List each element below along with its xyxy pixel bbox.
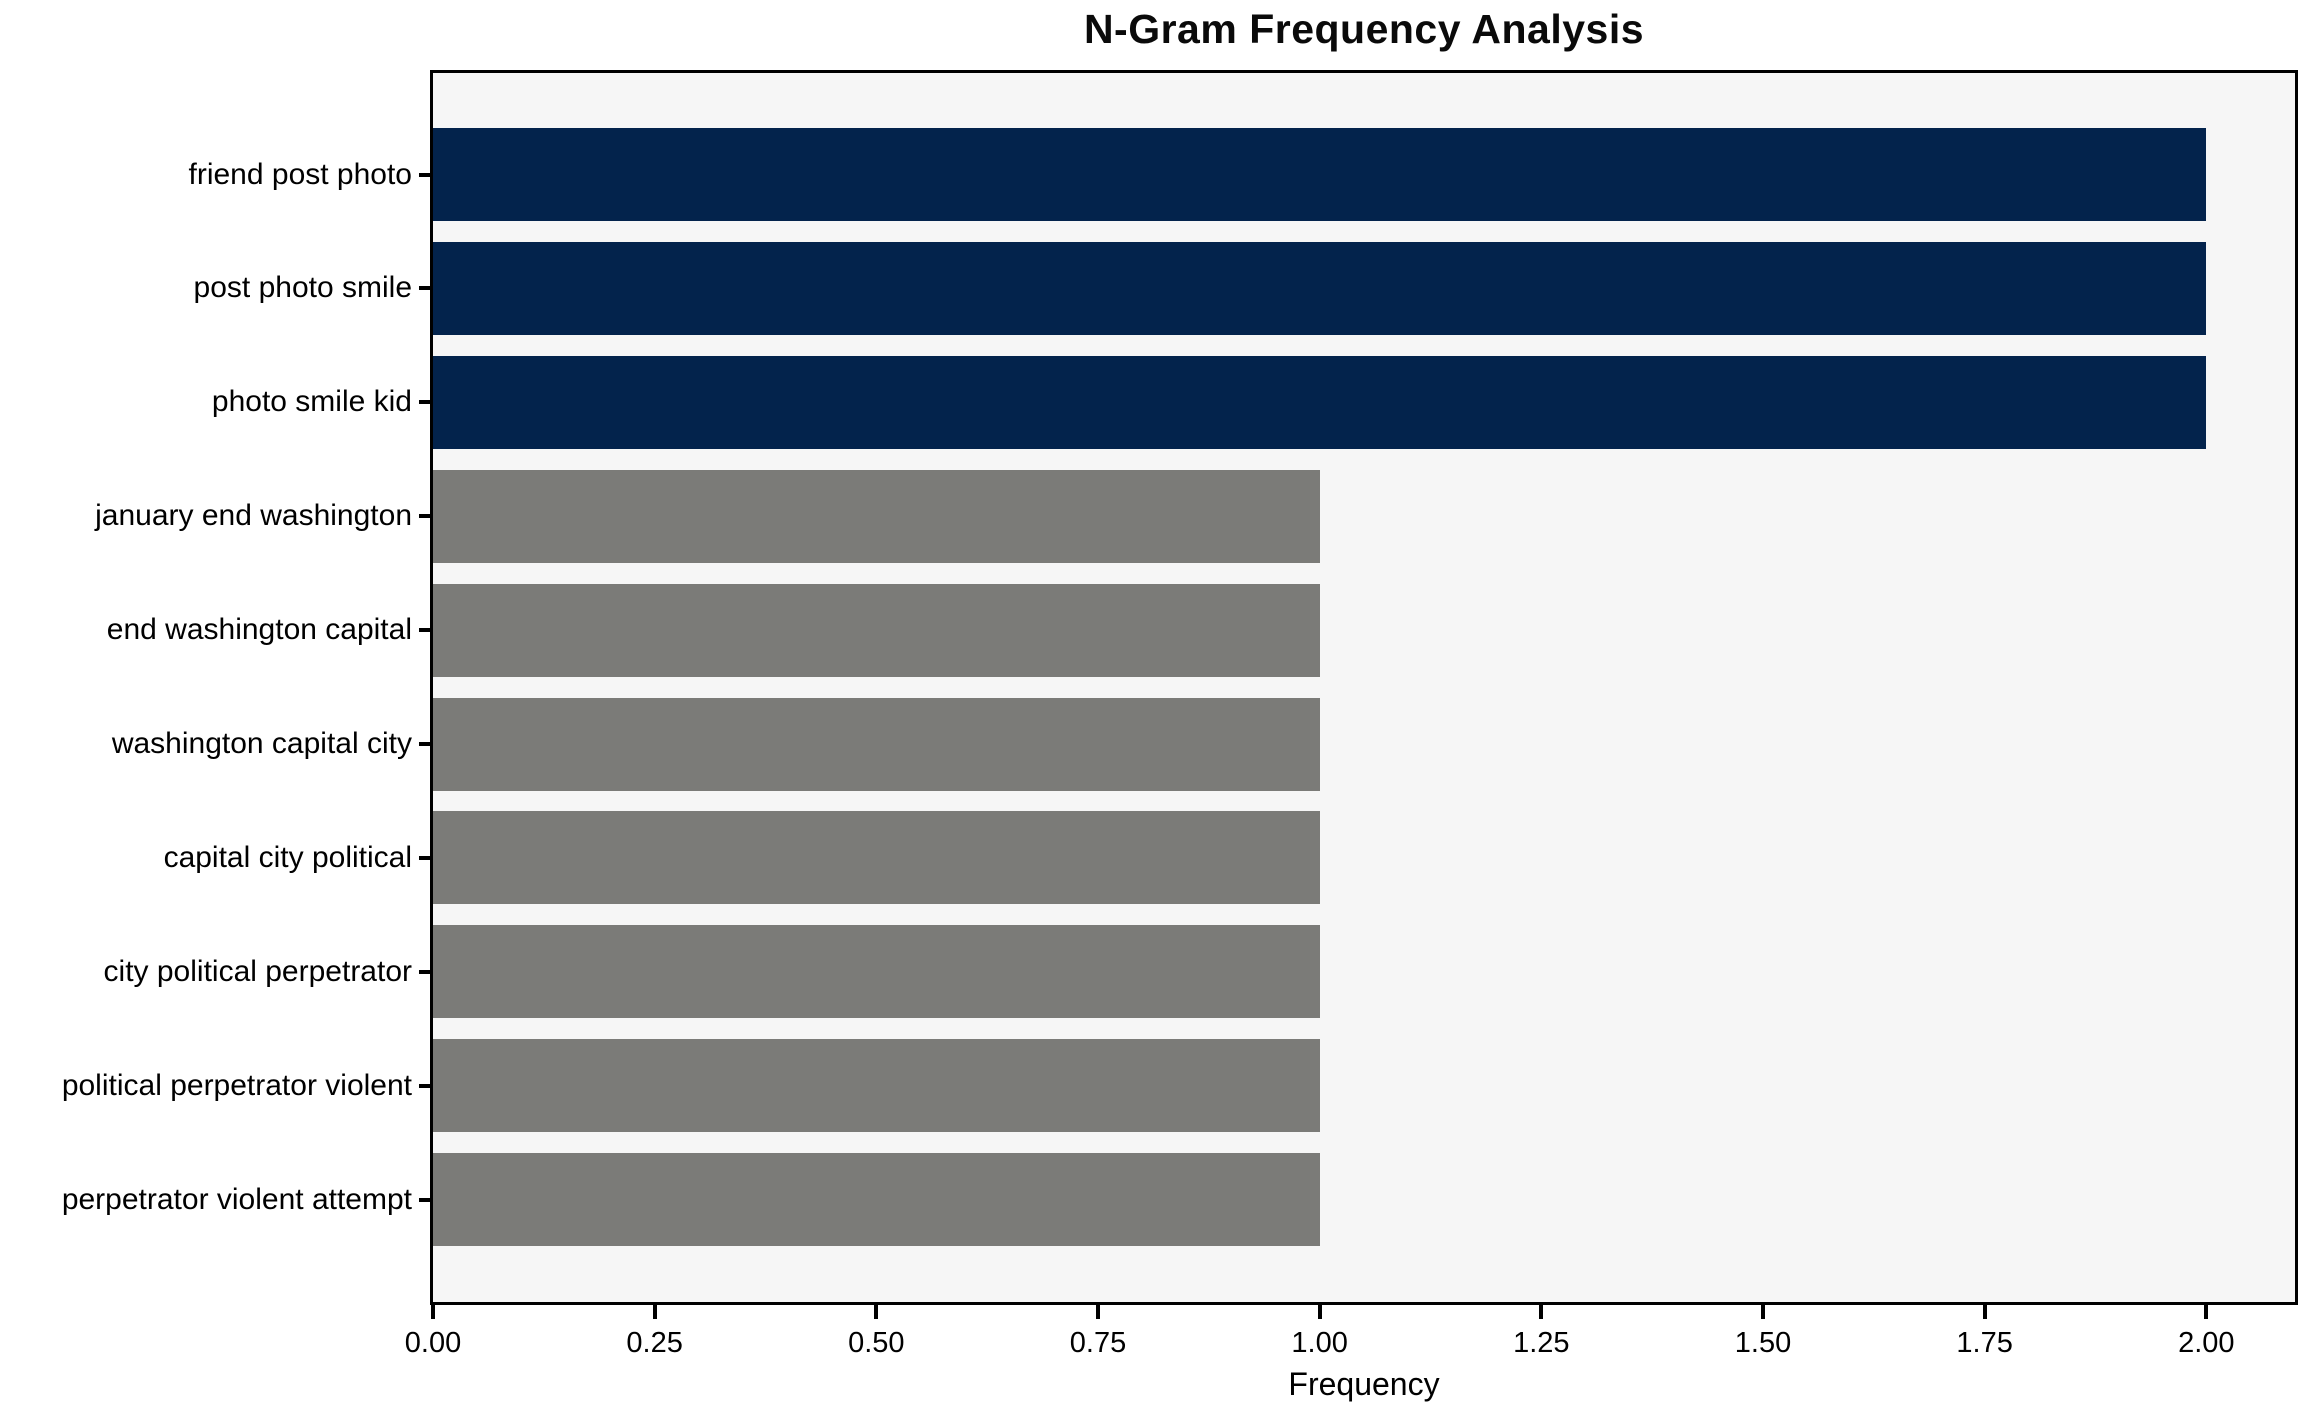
x-tick-label: 0.75: [1069, 1327, 1127, 1359]
bar-city-political-perpetrator: [433, 925, 1320, 1019]
y-tick-mark: [419, 855, 430, 860]
x-tick-label: 0.00: [404, 1327, 462, 1359]
x-tick-label: 1.00: [1291, 1327, 1348, 1359]
y-tick-label: washington capital city: [111, 727, 412, 760]
chart-title: N-Gram Frequency Analysis: [1083, 6, 1645, 52]
y-tick-mark: [419, 742, 430, 746]
x-tick-mark: [2204, 1305, 2209, 1319]
y-tick-label: perpetrator violent attempt: [61, 1182, 412, 1216]
x-tick-label: 2.00: [2178, 1327, 2235, 1359]
x-tick-mark: [652, 1305, 657, 1319]
y-tick-mark: [419, 1083, 430, 1088]
x-tick-label: 1.50: [1734, 1327, 1792, 1359]
y-tick-label: post photo smile: [193, 271, 412, 305]
bar-friend-post-photo: [433, 128, 2207, 221]
y-tick-mark: [419, 514, 430, 519]
y-tick-mark: [419, 400, 430, 405]
y-tick-label: friend post photo: [188, 157, 413, 191]
y-tick-mark: [419, 1197, 430, 1202]
y-tick-mark: [419, 628, 430, 633]
bar-photo-smile-kid: [433, 355, 2207, 449]
x-axis-label: Frequency: [1288, 1366, 1440, 1402]
bar-january-end-washington: [433, 469, 1320, 563]
x-tick-label: 0.50: [848, 1327, 905, 1359]
y-tick-label: end washington capital: [106, 613, 412, 647]
bar-post-photo-smile: [433, 241, 2207, 335]
x-tick-mark: [1761, 1305, 1765, 1319]
bar-political-perpetrator-violent: [433, 1039, 1320, 1133]
bar-washington-capital-city: [433, 697, 1320, 791]
bar-perpetrator-violent-attempt: [433, 1153, 1320, 1247]
y-tick-mark: [419, 286, 430, 291]
y-tick-label: photo smile kid: [211, 385, 412, 419]
x-tick-label: 1.25: [1513, 1327, 1570, 1359]
y-tick-label: city political perpetrator: [103, 954, 412, 988]
bar-end-washington-capital: [433, 583, 1320, 677]
plot-area: [430, 70, 2298, 1305]
y-tick-label: capital city political: [163, 840, 412, 874]
x-tick-label: 1.75: [1956, 1327, 2013, 1359]
bar-capital-city-political: [433, 811, 1320, 905]
x-tick-mark: [1982, 1305, 1987, 1319]
x-tick-mark: [874, 1305, 879, 1319]
x-tick-mark: [1317, 1305, 1322, 1319]
x-tick-mark: [1539, 1305, 1544, 1319]
y-tick-mark: [419, 969, 430, 974]
x-tick-mark: [431, 1305, 435, 1319]
x-tick-mark: [1096, 1305, 1100, 1319]
y-tick-mark: [419, 172, 430, 177]
x-tick-label: 0.25: [626, 1327, 683, 1359]
y-tick-label: january end washington: [95, 499, 412, 533]
y-tick-label: political perpetrator violent: [61, 1068, 412, 1102]
